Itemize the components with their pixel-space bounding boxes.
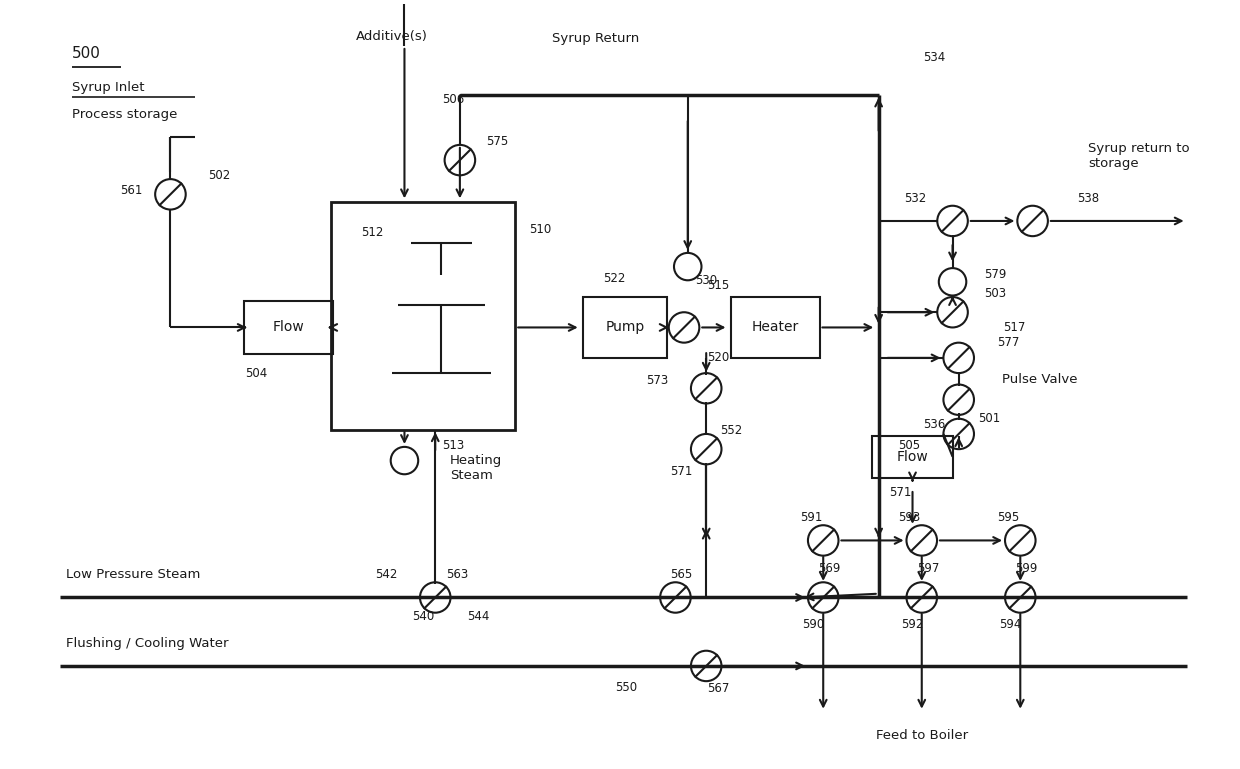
Text: 593: 593 [898, 511, 920, 524]
Text: 520: 520 [707, 351, 729, 365]
Text: 504: 504 [246, 367, 268, 380]
Text: 595: 595 [997, 511, 1019, 524]
Bar [331, 202, 516, 430]
Text: 571: 571 [671, 465, 693, 478]
Text: 571: 571 [889, 487, 911, 499]
Text: 538: 538 [1078, 191, 1099, 205]
Text: 577: 577 [997, 336, 1019, 349]
Text: 505: 505 [898, 439, 920, 452]
Text: Flushing / Cooling Water: Flushing / Cooling Water [66, 637, 228, 650]
Text: 530: 530 [696, 274, 717, 287]
Text: 552: 552 [719, 424, 742, 437]
Bar [730, 297, 820, 358]
Text: 561: 561 [120, 184, 143, 197]
Text: 542: 542 [374, 568, 397, 581]
Text: Flow: Flow [273, 321, 305, 335]
Text: 592: 592 [900, 618, 923, 631]
Text: 565: 565 [671, 568, 693, 581]
Text: 534: 534 [923, 51, 945, 64]
Bar [873, 436, 952, 478]
Text: 591: 591 [800, 511, 822, 524]
Text: 567: 567 [707, 682, 729, 695]
Text: Process storage: Process storage [72, 108, 177, 121]
Text: 532: 532 [904, 191, 926, 205]
Text: 502: 502 [208, 169, 231, 181]
Text: 515: 515 [707, 279, 729, 292]
Text: Heater: Heater [751, 321, 799, 335]
Text: 594: 594 [999, 618, 1022, 631]
Text: Flow: Flow [897, 450, 929, 464]
Text: 536: 536 [923, 418, 945, 431]
Text: Syrup return to
storage: Syrup return to storage [1087, 142, 1189, 170]
Text: Heating
Steam: Heating Steam [450, 454, 502, 482]
Text: 513: 513 [443, 439, 465, 452]
Text: 503: 503 [985, 287, 1007, 300]
Text: 575: 575 [486, 135, 508, 148]
Text: 544: 544 [467, 610, 490, 623]
Text: 569: 569 [818, 562, 841, 575]
Bar [244, 301, 334, 354]
Text: Pump: Pump [605, 321, 645, 335]
Text: 599: 599 [1016, 562, 1038, 575]
Text: 517: 517 [1003, 321, 1025, 334]
Bar [583, 297, 667, 358]
Text: 590: 590 [802, 618, 825, 631]
Text: 573: 573 [646, 375, 668, 388]
Text: 597: 597 [916, 562, 939, 575]
Text: 500: 500 [72, 46, 100, 62]
Text: 579: 579 [985, 268, 1007, 281]
Text: 512: 512 [361, 226, 383, 239]
Text: 501: 501 [978, 412, 1001, 425]
Text: Syrup Inlet: Syrup Inlet [72, 82, 144, 95]
Text: 563: 563 [446, 568, 469, 581]
Text: Syrup Return: Syrup Return [552, 32, 639, 45]
Text: 510: 510 [528, 223, 551, 236]
Text: 550: 550 [615, 681, 637, 694]
Text: Additive(s): Additive(s) [356, 30, 428, 42]
Text: 506: 506 [443, 93, 465, 106]
Text: Pulse Valve: Pulse Valve [1002, 373, 1078, 386]
Text: 522: 522 [603, 271, 625, 285]
Text: Feed to Boiler: Feed to Boiler [875, 730, 968, 742]
Text: Low Pressure Steam: Low Pressure Steam [66, 568, 200, 581]
Text: 540: 540 [412, 610, 434, 623]
